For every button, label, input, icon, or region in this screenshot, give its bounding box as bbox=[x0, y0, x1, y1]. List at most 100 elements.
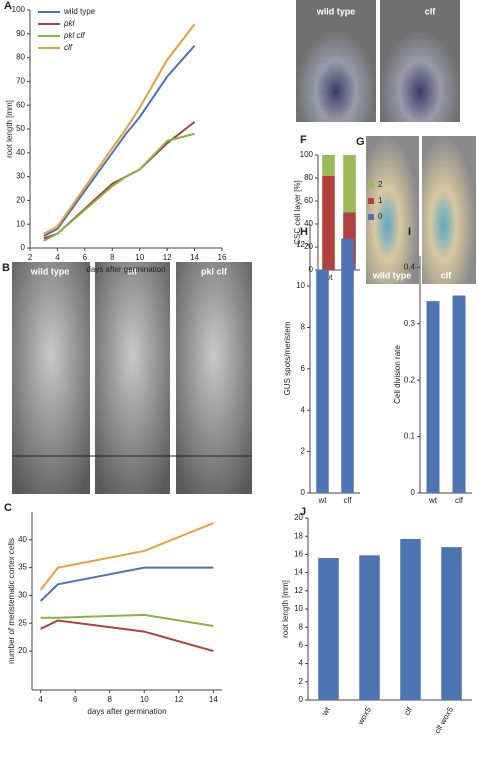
legend-label: pkl bbox=[63, 19, 74, 28]
y-tick-label: 0 bbox=[301, 488, 306, 497]
y-axis-label: GUS spots/meristem bbox=[283, 321, 292, 395]
y-tick-label: 8 bbox=[299, 622, 304, 631]
legend-swatch bbox=[368, 182, 374, 188]
x-tick-label: clf bbox=[344, 496, 353, 505]
panel-letter: I bbox=[408, 226, 411, 238]
x-tick-label: clf bbox=[402, 705, 414, 717]
micrograph bbox=[296, 0, 376, 122]
x-tick-label: clf bbox=[455, 496, 464, 505]
panel-letter: A bbox=[4, 0, 12, 12]
bar bbox=[316, 269, 329, 493]
x-tick-label: wt bbox=[320, 705, 333, 718]
legend-label: wild type bbox=[63, 7, 96, 16]
y-tick-label: 50 bbox=[16, 124, 25, 133]
line bbox=[40, 619, 214, 653]
y-tick-label: 70 bbox=[16, 77, 25, 86]
y-axis-label: Cell division rate bbox=[393, 345, 402, 404]
y-tick-label: 30 bbox=[16, 172, 25, 181]
y-tick-label: 40 bbox=[304, 219, 313, 228]
micrograph-label: wild type bbox=[316, 6, 356, 16]
y-tick-label: 18 bbox=[294, 531, 303, 540]
y-axis-label: CSC cell layer [%] bbox=[293, 180, 302, 244]
y-tick-label: 60 bbox=[16, 100, 25, 109]
y-tick-label: 0.2 bbox=[404, 375, 416, 384]
y-tick-label: 100 bbox=[12, 5, 26, 14]
legend-swatch bbox=[368, 198, 374, 204]
x-tick-label: 12 bbox=[174, 695, 183, 704]
x-axis-label: days after germination bbox=[87, 707, 166, 716]
bar bbox=[441, 547, 462, 700]
y-tick-label: 0 bbox=[21, 243, 26, 252]
bar bbox=[426, 301, 440, 493]
panel-letter: C bbox=[4, 502, 12, 514]
y-tick-label: 30 bbox=[18, 591, 27, 600]
panel-letter: J bbox=[300, 506, 306, 518]
micrograph bbox=[422, 136, 476, 284]
y-tick-label: 40 bbox=[16, 148, 25, 157]
legend-label: 1 bbox=[378, 196, 383, 205]
legend-label: 0 bbox=[378, 212, 383, 221]
legend-label: 2 bbox=[378, 180, 383, 189]
panel-letter: B bbox=[2, 262, 10, 274]
y-tick-label: 0.4 bbox=[404, 262, 416, 271]
y-tick-label: 25 bbox=[18, 618, 27, 627]
panel-letter: H bbox=[300, 226, 308, 238]
y-tick-label: 8 bbox=[301, 323, 306, 332]
y-tick-label: 20 bbox=[18, 646, 27, 655]
y-tick-label: 10 bbox=[296, 281, 305, 290]
x-tick-label: clf wox5 bbox=[433, 705, 456, 735]
x-tick-label: wt bbox=[318, 496, 328, 505]
micrograph-label: clf bbox=[127, 266, 139, 276]
bar bbox=[318, 558, 339, 700]
x-tick-label: 14 bbox=[190, 253, 199, 262]
legend-label: pkl clf bbox=[63, 31, 85, 40]
line bbox=[39, 566, 214, 602]
y-tick-label: 14 bbox=[294, 568, 303, 577]
micrograph-label: clf bbox=[425, 6, 437, 16]
y-tick-label: 0.1 bbox=[404, 432, 416, 441]
line bbox=[39, 522, 214, 591]
y-tick-label: 90 bbox=[16, 29, 25, 38]
micrograph-label: wild type bbox=[30, 266, 70, 276]
y-tick-label: 0.3 bbox=[404, 319, 416, 328]
y-tick-label: 40 bbox=[18, 535, 27, 544]
y-tick-label: 4 bbox=[301, 405, 306, 414]
y-tick-label: 6 bbox=[299, 641, 304, 650]
y-tick-label: 0 bbox=[309, 265, 314, 274]
y-axis-label: root length [mm] bbox=[5, 100, 14, 158]
micrograph-label: wild type bbox=[372, 270, 412, 280]
micrograph bbox=[380, 0, 460, 122]
x-tick-label: 8 bbox=[110, 253, 115, 262]
bar-segment bbox=[322, 175, 335, 270]
x-tick-label: 8 bbox=[108, 695, 113, 704]
y-axis-label: root length [mm] bbox=[281, 580, 290, 638]
panel-letter: G bbox=[356, 136, 365, 148]
line bbox=[40, 613, 214, 628]
y-tick-label: 10 bbox=[294, 604, 303, 613]
line bbox=[43, 23, 196, 235]
y-tick-label: 20 bbox=[304, 242, 313, 251]
micrograph bbox=[95, 262, 170, 494]
y-tick-label: 60 bbox=[304, 196, 313, 205]
y-tick-label: 4 bbox=[299, 659, 304, 668]
y-axis-label: number of meristematic cortex cells bbox=[7, 538, 16, 664]
y-tick-label: 20 bbox=[294, 513, 303, 522]
x-tick-label: wt bbox=[428, 496, 438, 505]
y-tick-label: 0 bbox=[411, 488, 416, 497]
micrograph bbox=[366, 136, 419, 284]
x-tick-label: 4 bbox=[55, 253, 60, 262]
y-tick-label: 80 bbox=[16, 53, 25, 62]
micrograph-label: pkl clf bbox=[201, 266, 228, 276]
y-tick-label: 10 bbox=[16, 219, 25, 228]
x-tick-label: 6 bbox=[73, 695, 78, 704]
bar bbox=[359, 555, 380, 700]
x-tick-label: 10 bbox=[140, 695, 149, 704]
x-axis-label: days after germination bbox=[86, 265, 165, 274]
y-tick-label: 12 bbox=[294, 586, 303, 595]
micrograph bbox=[176, 262, 252, 494]
y-tick-label: 12 bbox=[296, 240, 305, 249]
bar bbox=[452, 295, 466, 493]
x-tick-label: 14 bbox=[209, 695, 218, 704]
bar bbox=[341, 238, 354, 493]
